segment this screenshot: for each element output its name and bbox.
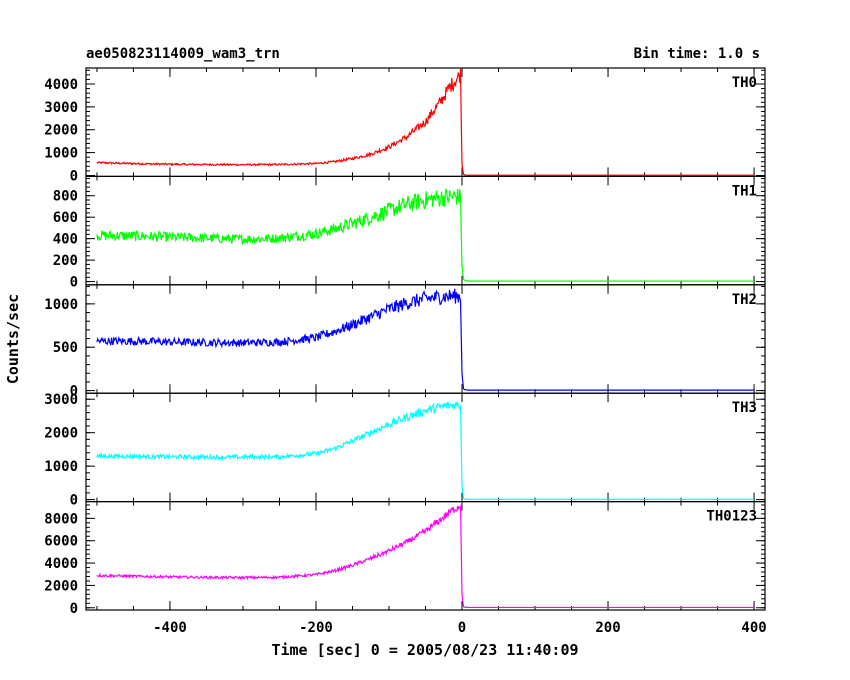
y-tick-label: 800 bbox=[53, 189, 78, 205]
panel-th0123: 0 2000 4000 6000 8000 TH0123 bbox=[44, 501, 766, 617]
panel-label-th0123: TH0123 bbox=[706, 509, 757, 525]
panel-label-th2: TH2 bbox=[732, 292, 757, 308]
y-tick-label: 600 bbox=[53, 210, 78, 226]
panel-th0: 0 1000 2000 3000 4000 TH0 bbox=[44, 67, 766, 184]
series-line-th1 bbox=[96, 187, 755, 282]
x-tick-label: -200 bbox=[299, 620, 333, 636]
y-tick-label: 3000 bbox=[44, 392, 78, 408]
y-tick-label: 0 bbox=[70, 493, 78, 509]
panel-frame-th3 bbox=[85, 392, 766, 503]
chart-title: ae050823114009_wam3_trn bbox=[86, 46, 280, 62]
y-tick-label: 6000 bbox=[44, 534, 78, 550]
y-tick-label: 8000 bbox=[44, 511, 78, 527]
y-tick-label: 400 bbox=[53, 232, 78, 248]
panel-th1: 0 200 400 600 800 TH1 bbox=[53, 175, 766, 291]
x-tick-label: 200 bbox=[595, 620, 620, 636]
x-tick-label: 400 bbox=[741, 620, 766, 636]
y-tick-label: 3000 bbox=[44, 100, 78, 116]
series-line-th2 bbox=[96, 288, 755, 391]
y-tick-label: 1000 bbox=[44, 297, 78, 313]
series-line-th0123 bbox=[96, 504, 755, 609]
series-line-th0 bbox=[96, 68, 755, 176]
x-tick-label: -400 bbox=[153, 620, 187, 636]
y-tick-label: 0 bbox=[70, 168, 78, 184]
y-tick-label: 1000 bbox=[44, 146, 78, 162]
panel-frame-th0123 bbox=[85, 501, 766, 611]
y-tick-label: 0 bbox=[70, 384, 78, 400]
y-axis-label: Counts/sec bbox=[4, 294, 22, 384]
panel-label-th3: TH3 bbox=[732, 400, 757, 416]
x-tick-label: 0 bbox=[458, 620, 466, 636]
panel-th2: 0 500 1000 TH2 bbox=[44, 284, 766, 400]
y-tick-label: 1000 bbox=[44, 459, 78, 475]
y-tick-label: 4000 bbox=[44, 77, 78, 93]
y-tick-label: 0 bbox=[70, 275, 78, 291]
y-tick-label: 0 bbox=[70, 601, 78, 617]
panel-label-th1: TH1 bbox=[732, 183, 757, 199]
x-axis-label: Time [sec] 0 = 2005/08/23 11:40:09 bbox=[271, 641, 578, 659]
y-tick-label: 4000 bbox=[44, 556, 78, 572]
y-tick-label: 2000 bbox=[44, 578, 78, 594]
y-tick-label: 500 bbox=[53, 340, 78, 356]
panel-label-th0: TH0 bbox=[732, 75, 757, 91]
y-tick-label: 200 bbox=[53, 253, 78, 269]
panel-th3: 0 1000 2000 3000 TH3 bbox=[44, 392, 766, 509]
y-tick-label: 2000 bbox=[44, 426, 78, 442]
bin-time-label: Bin time: 1.0 s bbox=[633, 46, 760, 62]
series-line-th3 bbox=[96, 400, 755, 500]
y-tick-label: 2000 bbox=[44, 123, 78, 139]
panel-frame-th1 bbox=[85, 175, 766, 286]
